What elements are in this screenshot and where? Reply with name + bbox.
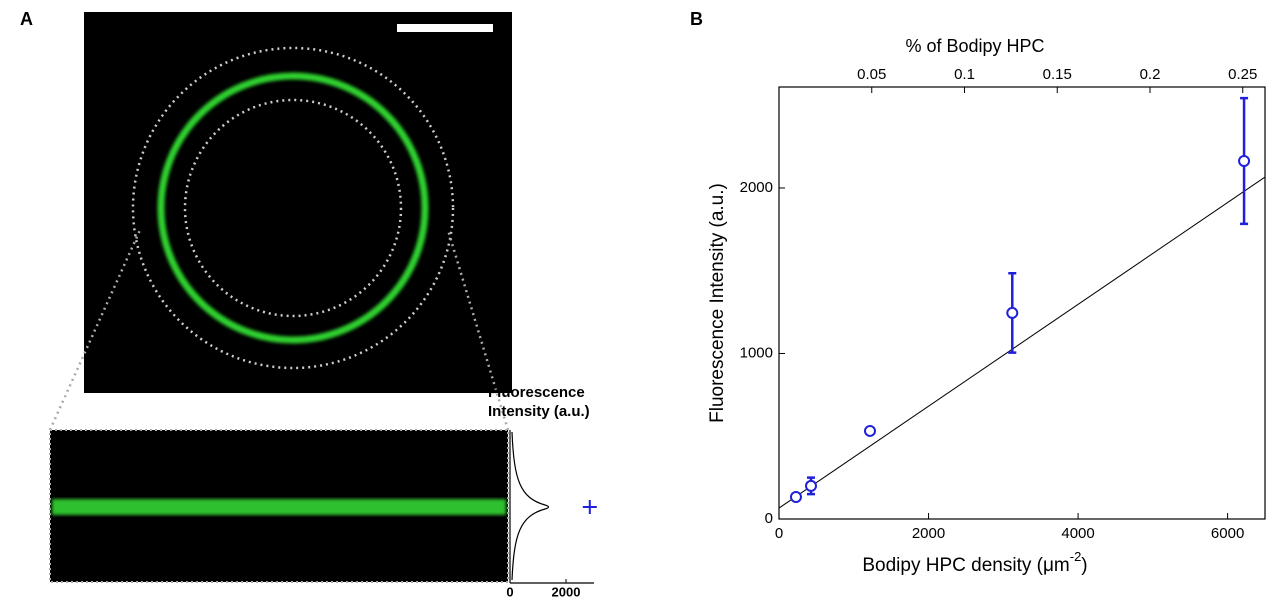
plot-frame bbox=[778, 86, 1266, 520]
peak-marker bbox=[582, 500, 597, 514]
intensity-profile bbox=[511, 431, 550, 581]
x-tick-label: 4000 bbox=[1061, 525, 1094, 542]
x-tick-label: 6000 bbox=[1211, 525, 1244, 542]
x-axis-label: Bodipy HPC density (μm-2) bbox=[862, 549, 1087, 576]
x-tick-label: 0 bbox=[506, 584, 513, 599]
inner-dotted-circle bbox=[183, 98, 403, 318]
data-point bbox=[1238, 154, 1251, 167]
data-point bbox=[1006, 306, 1019, 319]
x2-tick-label: 0.05 bbox=[857, 66, 886, 83]
x2-tick-label: 0.15 bbox=[1043, 66, 1072, 83]
y-tick-label: 1000 bbox=[740, 344, 773, 361]
fit-line bbox=[778, 176, 1266, 509]
x2-tick-label: 0.25 bbox=[1228, 66, 1257, 83]
x-tick-label: 2000 bbox=[912, 525, 945, 542]
scale-bar bbox=[397, 24, 493, 32]
kymograph-band bbox=[52, 499, 506, 515]
y-tick-label: 0 bbox=[765, 510, 773, 527]
profile-label: Fluorescence Intensity (a.u.) bbox=[488, 384, 590, 420]
x-tick-label: 2000 bbox=[552, 584, 581, 599]
x2-tick-label: 0.1 bbox=[954, 66, 975, 83]
panel-label: A bbox=[20, 9, 33, 29]
panel-label: B bbox=[690, 9, 703, 29]
data-point bbox=[863, 424, 876, 437]
data-point bbox=[789, 490, 802, 503]
data-point bbox=[805, 479, 818, 492]
zoom-line bbox=[48, 229, 142, 431]
x-axis-label-end: ) bbox=[1081, 555, 1087, 576]
x2-axis-label: % of Bodipy HPC bbox=[905, 36, 1044, 56]
outer-dotted-circle bbox=[131, 46, 455, 370]
y-axis-label: Fluorescence Intensity (a.u.) bbox=[707, 183, 728, 423]
x2-tick-label: 0.2 bbox=[1140, 66, 1161, 83]
micrograph bbox=[84, 12, 512, 393]
x-axis-label-sup: -2 bbox=[1070, 549, 1082, 564]
zoom-line bbox=[446, 229, 510, 431]
x-axis-label-main: Bodipy HPC density (μm bbox=[862, 555, 1069, 576]
vesicle-ring bbox=[157, 72, 429, 344]
x-tick-label: 0 bbox=[775, 525, 783, 542]
y-tick-label: 2000 bbox=[740, 179, 773, 196]
